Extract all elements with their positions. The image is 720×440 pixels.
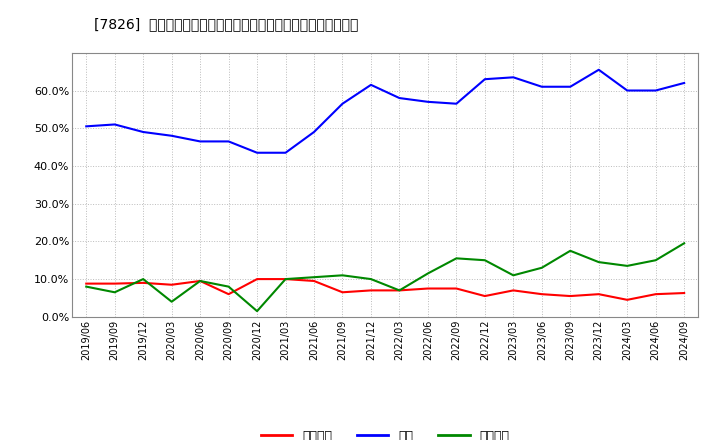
Text: [7826]  売上債権、在庫、買入債務の総資産に対する比率の推移: [7826] 売上債権、在庫、買入債務の総資産に対する比率の推移 [94,18,358,32]
Legend: 売上債権, 在庫, 買入債務: 売上債権, 在庫, 買入債務 [256,425,515,440]
